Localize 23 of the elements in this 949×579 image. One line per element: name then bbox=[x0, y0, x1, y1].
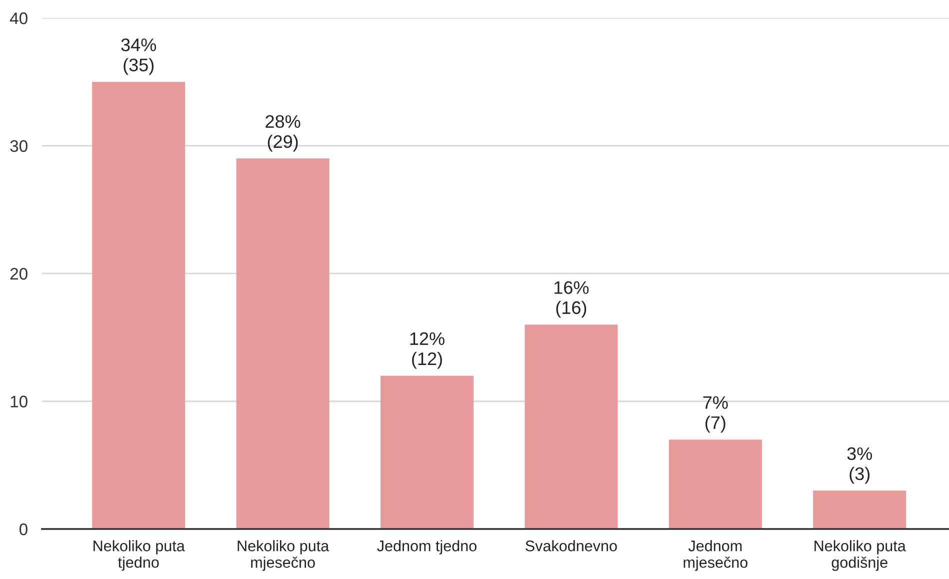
bar bbox=[668, 440, 762, 529]
x-tick-label: Nekoliko puta tjedno bbox=[94, 540, 185, 571]
x-tick-label: Nekoliko puta godišnje bbox=[814, 540, 906, 571]
data-label: 7% (7) bbox=[703, 396, 728, 433]
bar bbox=[813, 490, 906, 529]
y-tick-label: 40 bbox=[10, 12, 28, 24]
y-tick-label: 20 bbox=[10, 268, 28, 280]
y-tick-label: 0 bbox=[19, 523, 28, 536]
bar bbox=[524, 324, 618, 529]
data-label: 3% (3) bbox=[847, 447, 872, 484]
data-label: 16% (16) bbox=[554, 281, 589, 318]
y-tick-label: 10 bbox=[10, 396, 28, 408]
bar bbox=[92, 82, 186, 529]
x-tick-label: Svakodnevno bbox=[526, 540, 617, 552]
data-label: 12% (12) bbox=[410, 332, 444, 369]
x-tick-label: Jednom tjedno bbox=[377, 540, 476, 554]
y-tick-label: 30 bbox=[10, 140, 28, 152]
bar bbox=[380, 376, 474, 529]
data-label: 28% (29) bbox=[266, 115, 300, 152]
x-tick-label: Nekoliko puta mjesečno bbox=[238, 540, 330, 571]
bar bbox=[236, 158, 330, 529]
x-tick-label: Jednom mjesečno bbox=[684, 540, 748, 571]
data-label: 34% (35) bbox=[121, 38, 156, 75]
